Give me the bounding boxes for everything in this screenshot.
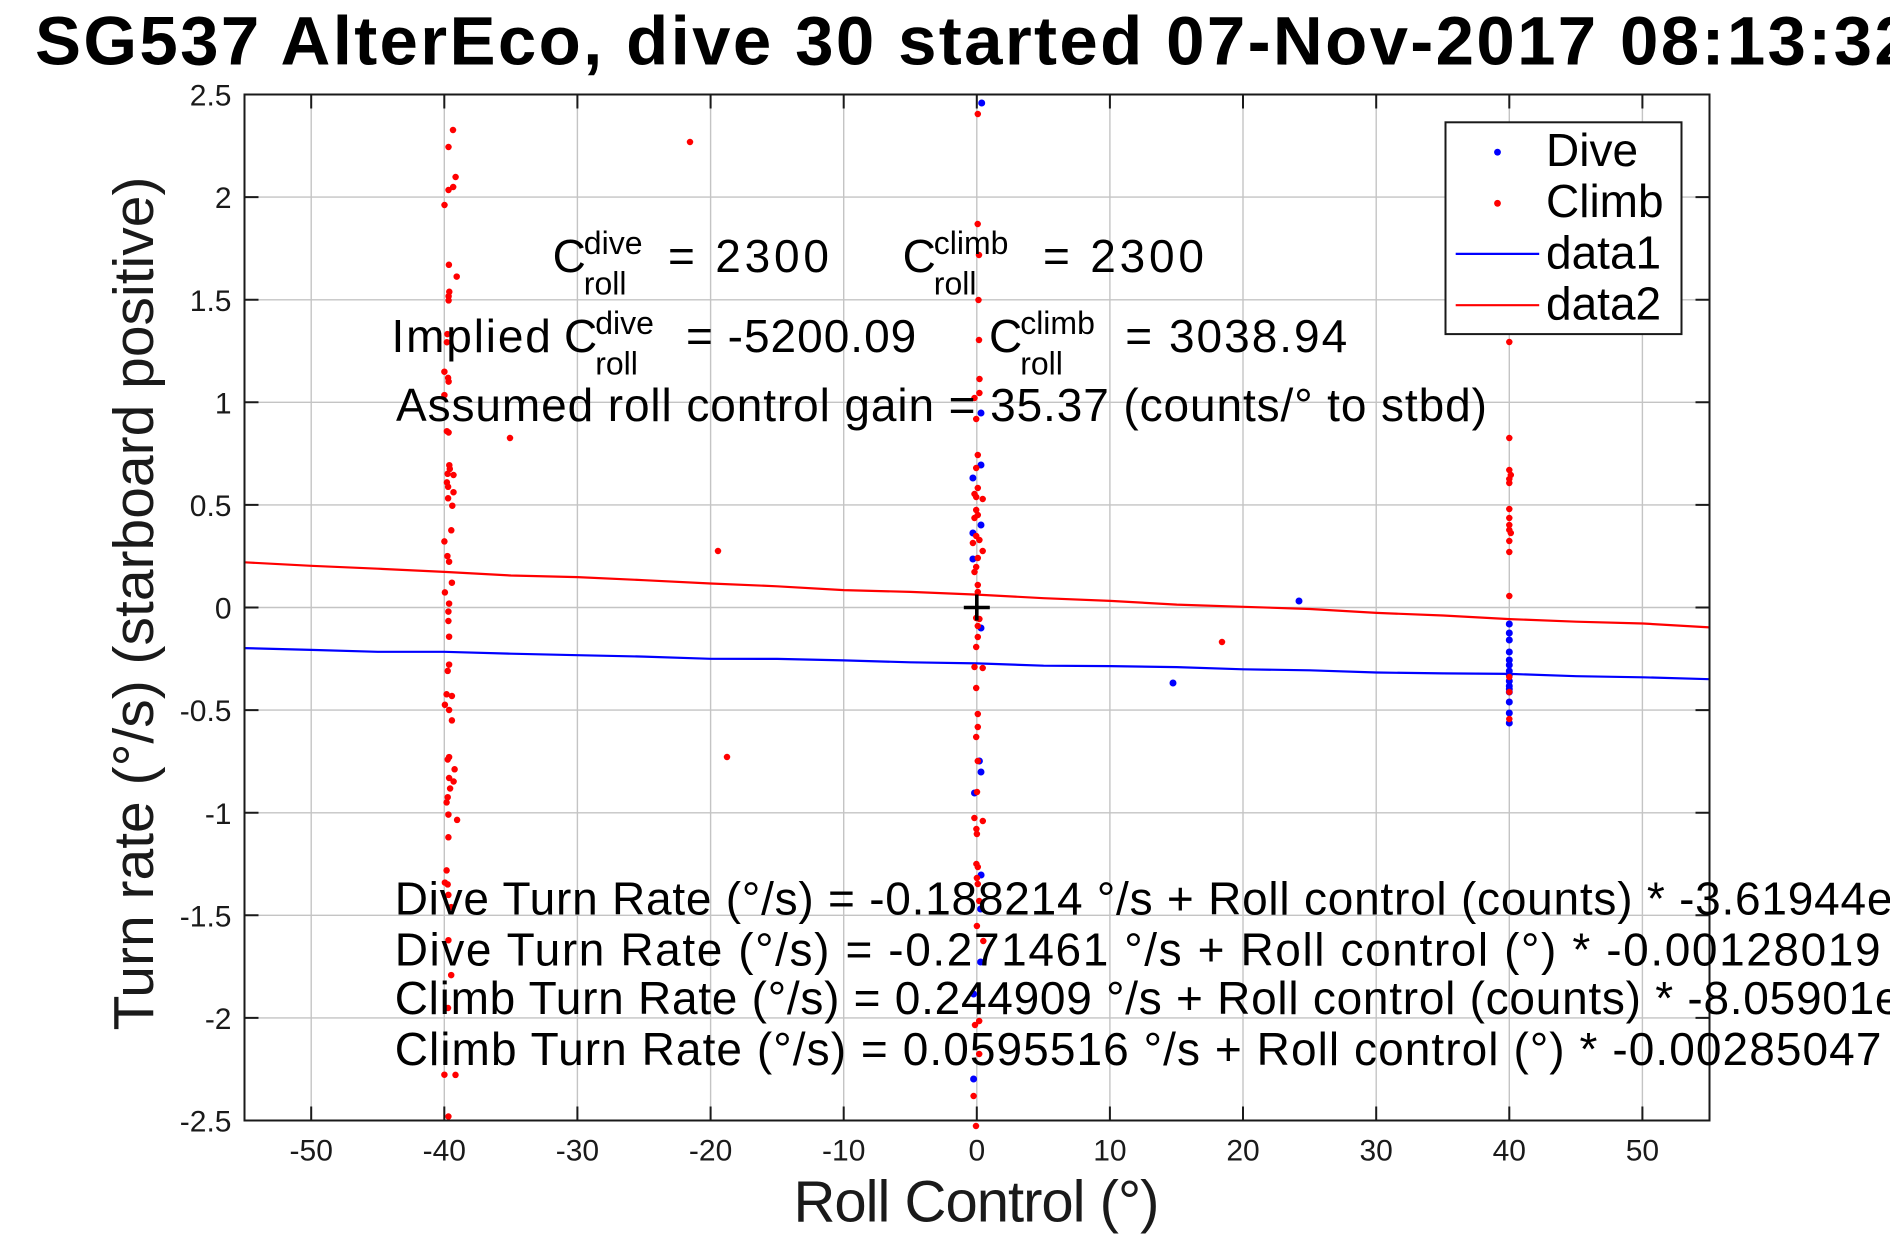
- svg-text:= 3038.94: = 3038.94: [1125, 310, 1349, 362]
- svg-text:Climb: Climb: [1546, 175, 1664, 227]
- svg-text:1.5: 1.5: [190, 285, 232, 318]
- svg-text:C: C: [553, 230, 586, 282]
- svg-text:0: 0: [968, 1135, 985, 1168]
- svg-text:50: 50: [1626, 1135, 1659, 1168]
- svg-text:-20: -20: [689, 1135, 732, 1168]
- svg-text:-30: -30: [556, 1135, 599, 1168]
- svg-text:Implied: Implied: [392, 310, 553, 362]
- svg-text:Assumed roll control gain = 35: Assumed roll control gain = 35.37 (count…: [396, 379, 1488, 431]
- svg-text:1: 1: [215, 387, 232, 420]
- svg-text:roll: roll: [584, 266, 627, 302]
- svg-text:-50: -50: [290, 1135, 333, 1168]
- svg-text:-40: -40: [423, 1135, 466, 1168]
- svg-text:2.5: 2.5: [190, 80, 232, 113]
- svg-text:= 2300: = 2300: [1043, 230, 1208, 282]
- svg-text:Climb Turn Rate (°/s) = 0.2449: Climb Turn Rate (°/s) = 0.244909 °/s + R…: [395, 972, 1890, 1024]
- svg-text:Dive Turn Rate (°/s) = -0.1882: Dive Turn Rate (°/s) = -0.188214 °/s + R…: [395, 873, 1890, 925]
- svg-text:climb: climb: [1020, 305, 1095, 341]
- svg-text:Dive Turn Rate (°/s) = -0.2714: Dive Turn Rate (°/s) = -0.271461 °/s + R…: [395, 924, 1882, 976]
- svg-text:C: C: [903, 230, 936, 282]
- svg-text:roll: roll: [595, 346, 638, 382]
- svg-text:-2.5: -2.5: [180, 1106, 232, 1139]
- svg-text:roll: roll: [1020, 346, 1063, 382]
- svg-text:0: 0: [215, 593, 232, 626]
- svg-text:C: C: [989, 310, 1022, 362]
- svg-text:climb: climb: [934, 225, 1009, 261]
- svg-text:-1.5: -1.5: [180, 900, 232, 933]
- svg-text:data1: data1: [1546, 226, 1661, 278]
- svg-text:= -5200.09: = -5200.09: [686, 310, 917, 362]
- svg-text:-0.5: -0.5: [180, 695, 232, 728]
- svg-text:Turn rate (°/s) (starboard pos: Turn rate (°/s) (starboard positive): [102, 177, 166, 1031]
- svg-text:roll: roll: [934, 266, 977, 302]
- svg-text:-2: -2: [205, 1003, 232, 1036]
- svg-text:40: 40: [1493, 1135, 1526, 1168]
- svg-text:-1: -1: [205, 798, 232, 831]
- svg-text:data2: data2: [1546, 278, 1661, 330]
- svg-text:0.5: 0.5: [190, 490, 232, 523]
- svg-text:dive: dive: [584, 225, 643, 261]
- svg-text:20: 20: [1226, 1135, 1259, 1168]
- svg-text:C: C: [564, 310, 597, 362]
- svg-text:SG537 AlterEco, dive 30 starte: SG537 AlterEco, dive 30 started 07-Nov-2…: [35, 2, 1890, 79]
- svg-text:2: 2: [215, 182, 232, 215]
- svg-text:30: 30: [1360, 1135, 1393, 1168]
- svg-text:= 2300: = 2300: [668, 230, 833, 282]
- svg-text:-10: -10: [822, 1135, 865, 1168]
- svg-text:Dive: Dive: [1546, 124, 1638, 176]
- svg-text:10: 10: [1093, 1135, 1126, 1168]
- svg-text:dive: dive: [595, 305, 654, 341]
- svg-text:Roll Control (°): Roll Control (°): [794, 1169, 1159, 1234]
- svg-text:Climb Turn Rate (°/s) = 0.0595: Climb Turn Rate (°/s) = 0.0595516 °/s + …: [395, 1023, 1883, 1075]
